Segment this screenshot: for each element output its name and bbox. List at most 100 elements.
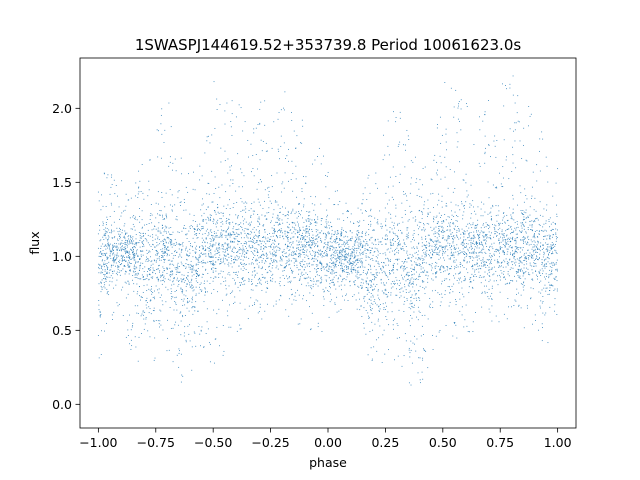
data-point — [426, 223, 428, 225]
data-point — [236, 251, 237, 253]
data-point — [229, 245, 231, 247]
data-point — [103, 282, 105, 284]
data-point — [483, 236, 485, 237]
data-point — [202, 262, 204, 264]
data-point — [237, 240, 239, 242]
data-point — [501, 233, 503, 235]
data-point — [519, 277, 520, 279]
data-point — [105, 245, 107, 247]
data-point — [146, 256, 147, 258]
data-point — [438, 247, 440, 249]
data-point — [513, 253, 515, 255]
data-point — [373, 275, 375, 277]
data-point — [468, 234, 470, 236]
data-point — [473, 257, 475, 259]
data-point — [143, 240, 145, 242]
data-point — [102, 223, 104, 225]
data-point — [103, 274, 105, 275]
data-point — [110, 264, 112, 266]
data-point — [355, 255, 357, 257]
data-point — [347, 241, 349, 243]
data-point — [337, 204, 339, 206]
data-point — [218, 186, 220, 188]
data-point — [515, 261, 517, 263]
data-point — [512, 250, 513, 252]
data-point — [264, 124, 266, 126]
data-point — [416, 178, 418, 180]
data-point — [350, 238, 351, 240]
data-point — [144, 278, 146, 280]
data-point — [267, 194, 269, 196]
data-point — [385, 254, 387, 256]
data-point — [200, 330, 202, 332]
data-point — [135, 262, 136, 264]
data-point — [377, 219, 379, 221]
data-point — [141, 236, 143, 238]
data-point — [205, 249, 206, 251]
data-point — [335, 266, 337, 268]
data-point — [342, 251, 344, 253]
data-point — [172, 231, 174, 233]
data-point — [493, 266, 495, 268]
data-point — [413, 239, 415, 241]
data-point — [222, 257, 224, 259]
data-point — [196, 226, 198, 228]
data-point — [332, 245, 333, 247]
data-point — [247, 250, 249, 252]
data-point — [132, 252, 134, 254]
data-point — [326, 263, 328, 265]
data-point — [373, 301, 375, 303]
data-point — [115, 245, 117, 247]
data-point — [418, 296, 420, 298]
data-point — [369, 192, 371, 194]
data-point — [412, 282, 414, 284]
data-point — [124, 243, 126, 245]
data-point — [210, 277, 212, 279]
data-point — [280, 231, 282, 233]
data-point — [359, 309, 361, 311]
data-point — [352, 252, 354, 254]
data-point — [480, 230, 482, 232]
data-point — [136, 249, 138, 251]
data-point — [318, 249, 320, 251]
data-point — [458, 230, 460, 232]
data-point — [511, 228, 513, 230]
data-point — [202, 220, 204, 222]
data-point — [265, 281, 266, 283]
data-point — [482, 276, 484, 278]
data-point — [550, 248, 552, 250]
data-point — [239, 224, 240, 226]
data-point — [436, 252, 438, 254]
data-point — [216, 221, 218, 223]
data-point — [277, 229, 279, 231]
data-point — [328, 265, 330, 267]
data-point — [325, 233, 326, 235]
data-point — [242, 270, 244, 271]
data-point — [472, 331, 474, 332]
data-point — [364, 249, 366, 251]
data-point — [208, 247, 210, 249]
data-point — [324, 239, 326, 241]
data-point — [345, 231, 347, 232]
data-point — [400, 288, 402, 290]
data-point — [167, 278, 169, 280]
data-point — [491, 292, 493, 294]
data-point — [141, 227, 143, 229]
data-point — [299, 279, 301, 281]
data-point — [471, 252, 473, 254]
data-point — [432, 349, 434, 350]
data-point — [298, 269, 300, 271]
data-point — [293, 299, 295, 301]
data-point — [267, 282, 269, 284]
data-point — [321, 218, 323, 220]
data-point — [472, 200, 474, 202]
data-point — [286, 234, 288, 236]
data-point — [504, 240, 506, 242]
data-point — [458, 253, 460, 255]
data-point — [385, 224, 387, 226]
data-point — [143, 245, 145, 247]
data-point — [253, 231, 255, 233]
data-point — [122, 248, 123, 250]
data-point — [375, 244, 377, 246]
data-point — [470, 256, 472, 258]
